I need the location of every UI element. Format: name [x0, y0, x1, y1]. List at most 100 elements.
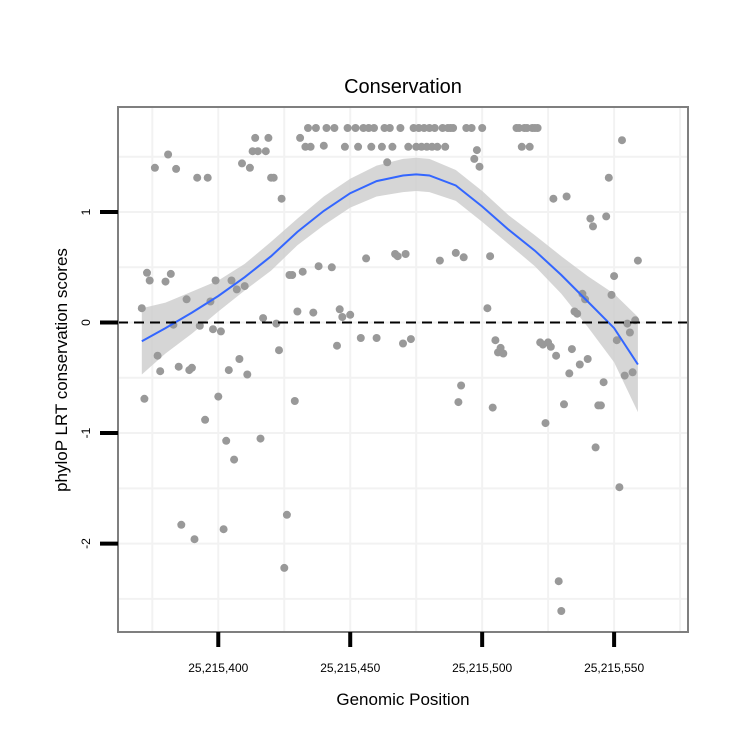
- data-point: [472, 146, 481, 155]
- data-point: [145, 276, 154, 285]
- data-point: [203, 173, 212, 182]
- data-point: [304, 124, 312, 132]
- data-point: [399, 339, 407, 348]
- data-point: [517, 142, 526, 151]
- data-point: [383, 158, 392, 167]
- data-point: [467, 124, 476, 132]
- data-point: [161, 277, 170, 286]
- y-tick-label: 0: [79, 319, 93, 326]
- data-point: [367, 142, 376, 151]
- data-point: [591, 443, 600, 452]
- data-points: [137, 124, 642, 615]
- data-point: [280, 563, 289, 572]
- data-point: [333, 341, 341, 350]
- confidence-ribbon: [141, 157, 638, 413]
- data-point: [306, 142, 315, 151]
- data-point: [166, 269, 175, 278]
- data-point: [259, 314, 268, 323]
- data-point: [454, 398, 463, 407]
- data-point: [201, 415, 210, 424]
- data-point: [406, 335, 415, 344]
- data-point: [401, 250, 410, 258]
- y-tick-label: -2: [79, 538, 93, 549]
- data-point: [219, 525, 228, 534]
- data-point: [615, 483, 624, 492]
- data-point: [261, 147, 270, 156]
- y-axis-title: phyloP LRT conservation scores: [52, 248, 71, 492]
- data-point: [451, 248, 460, 257]
- data-point: [256, 434, 265, 443]
- data-point: [214, 392, 223, 401]
- data-point: [372, 334, 381, 342]
- data-point: [314, 262, 323, 271]
- data-point: [356, 334, 365, 342]
- data-point: [319, 141, 328, 150]
- data-point: [245, 163, 254, 172]
- data-point: [330, 124, 339, 132]
- data-point: [164, 150, 173, 159]
- data-point: [177, 520, 186, 529]
- data-point: [433, 142, 442, 151]
- data-point: [483, 304, 492, 313]
- data-point: [143, 268, 151, 277]
- data-point: [209, 325, 217, 334]
- x-axis-title: Genomic Position: [336, 690, 469, 709]
- data-point: [488, 403, 497, 412]
- data-point: [153, 351, 162, 360]
- data-point: [499, 349, 508, 358]
- data-point: [340, 142, 349, 151]
- data-point: [541, 419, 550, 428]
- data-point: [277, 194, 286, 203]
- data-point: [552, 351, 561, 360]
- data-point: [567, 345, 576, 354]
- data-point: [370, 124, 378, 132]
- x-tick-label: 25,215,400: [188, 661, 248, 675]
- data-point: [620, 371, 629, 380]
- data-point: [232, 285, 241, 294]
- data-point: [309, 308, 318, 317]
- data-point: [586, 214, 595, 223]
- data-point: [525, 142, 534, 151]
- data-point: [174, 362, 183, 371]
- data-point: [227, 276, 236, 285]
- data-point: [172, 164, 181, 173]
- x-tick-label: 25,215,550: [584, 661, 644, 675]
- data-point: [230, 455, 239, 464]
- data-point: [478, 124, 487, 132]
- data-point: [435, 256, 444, 265]
- data-point: [404, 142, 413, 151]
- data-point: [338, 313, 347, 321]
- y-tick-label: 1: [79, 208, 93, 215]
- data-point: [238, 159, 246, 168]
- data-point: [269, 173, 278, 182]
- confidence-ribbon-group: [141, 157, 638, 413]
- data-point: [216, 327, 225, 336]
- data-point: [275, 346, 283, 355]
- data-point: [264, 133, 273, 142]
- data-point: [491, 336, 500, 345]
- data-point: [293, 307, 302, 316]
- data-point: [628, 368, 637, 377]
- data-point: [211, 276, 220, 285]
- data-point: [573, 309, 582, 318]
- data-point: [549, 194, 558, 203]
- chart-title: Conservation: [344, 76, 462, 98]
- data-point: [393, 252, 402, 261]
- data-point: [288, 271, 297, 279]
- data-point: [187, 363, 196, 372]
- data-point: [441, 142, 450, 151]
- data-point: [486, 252, 495, 261]
- data-point: [618, 136, 626, 145]
- data-point: [377, 142, 386, 151]
- data-point: [385, 124, 394, 132]
- data-point: [190, 535, 199, 544]
- data-point: [388, 142, 397, 151]
- data-point: [625, 328, 634, 337]
- data-point: [150, 163, 159, 172]
- data-point: [322, 124, 331, 132]
- data-point: [596, 401, 605, 410]
- data-point: [623, 319, 632, 328]
- y-axis: -2 -1 0 1: [79, 208, 118, 549]
- data-point: [604, 173, 613, 182]
